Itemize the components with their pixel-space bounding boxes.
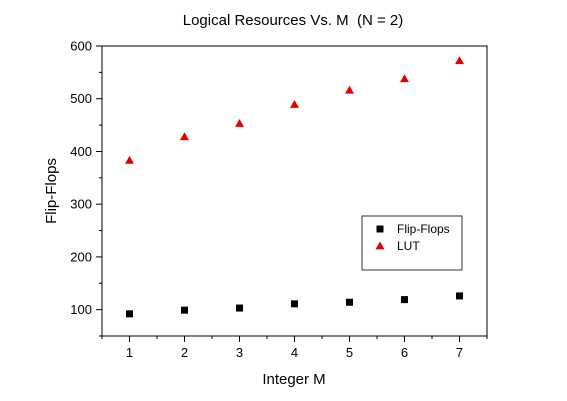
x-tick-label: 6 [401, 345, 408, 360]
data-point [125, 155, 134, 164]
y-tick-label: 400 [70, 144, 92, 159]
data-point [181, 306, 188, 314]
series-lut [125, 56, 464, 164]
x-axis: 1 2 3 4 5 6 7 [101, 336, 488, 360]
x-tick-label: 2 [181, 345, 188, 360]
data-point [180, 132, 189, 141]
legend-marker [376, 225, 384, 233]
data-point [291, 300, 298, 308]
legend-box [361, 215, 463, 271]
legend: Flip-Flops LUT [361, 215, 463, 271]
x-axis-label: Integer M [262, 371, 325, 388]
x-tick-label: 4 [291, 345, 298, 360]
data-points [125, 56, 464, 318]
data-point [401, 296, 408, 304]
data-point [345, 85, 354, 94]
series-flip-flops [126, 292, 463, 318]
data-point [235, 119, 244, 127]
data-point [456, 292, 463, 300]
data-point [346, 298, 353, 306]
data-point [236, 304, 243, 312]
legend-marker [375, 241, 385, 250]
y-tick-label: 200 [70, 249, 92, 264]
x-tick-label: 1 [126, 345, 133, 360]
data-point [455, 56, 464, 65]
data-point [290, 100, 299, 108]
chart-title: Logical Resources Vs. M (N = 2) [183, 12, 404, 29]
y-tick-label: 600 [70, 39, 92, 54]
y-axis-label: Flip-Flops [43, 158, 60, 224]
x-tick-label: 3 [236, 345, 243, 360]
y-tick-label: 300 [70, 197, 92, 212]
plot-frame [101, 45, 488, 337]
y-axis: 100 200 300 400 500 600 [70, 39, 102, 337]
legend-label: LUT [397, 239, 420, 253]
x-tick-label: 5 [346, 345, 353, 360]
legend-label: Flip-Flops [397, 222, 450, 236]
data-point [126, 310, 133, 318]
y-tick-label: 100 [70, 302, 92, 317]
y-tick-label: 500 [70, 91, 92, 106]
data-point [400, 74, 409, 83]
x-tick-label: 7 [456, 345, 463, 360]
